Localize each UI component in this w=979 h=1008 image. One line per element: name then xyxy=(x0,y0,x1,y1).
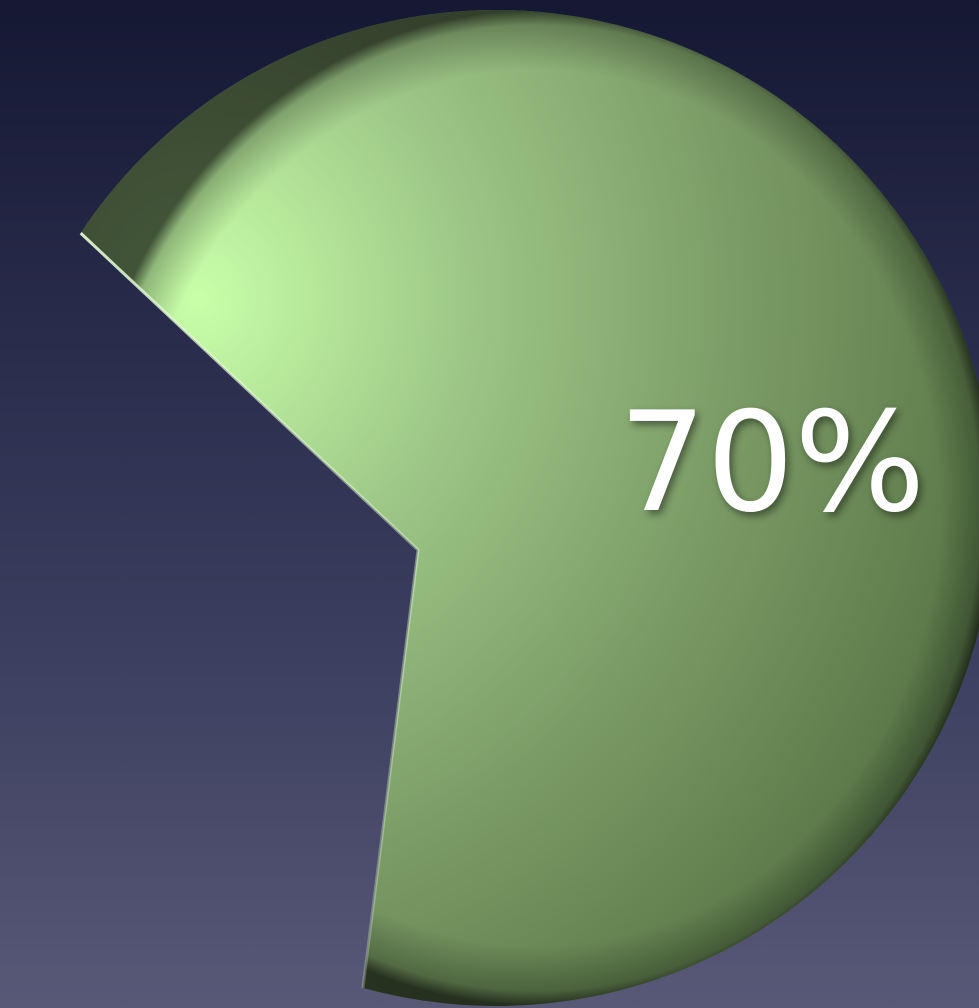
pie-slice-rim-shade xyxy=(80,10,979,1006)
slice-value-label: 70% xyxy=(619,382,926,543)
pie-slices xyxy=(79,10,979,1006)
pie-slice-edge-highlight xyxy=(79,232,420,989)
